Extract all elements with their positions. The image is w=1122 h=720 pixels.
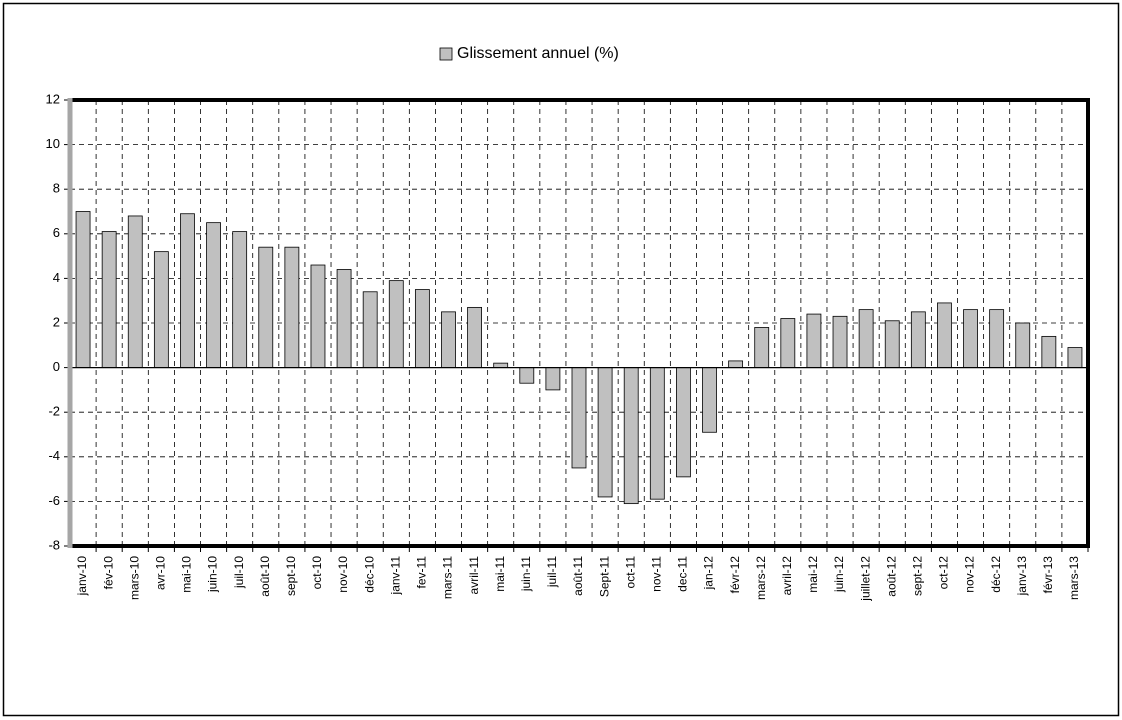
bar — [101, 231, 117, 369]
x-tick-label: Sept-11 — [597, 556, 611, 597]
x-tick-label: juillet-12 — [858, 556, 872, 602]
bar — [467, 306, 482, 369]
bar — [232, 231, 248, 369]
x-tick-label: sept-12 — [911, 556, 925, 596]
x-tick-label: oct-11 — [623, 556, 637, 589]
bar — [388, 280, 404, 369]
y-tick-label: 10 — [46, 136, 60, 151]
bar — [884, 320, 900, 368]
x-tick-label: juil-10 — [232, 556, 246, 589]
x-tick-label: jan-12 — [702, 556, 716, 591]
x-tick-label: avril-12 — [780, 556, 794, 596]
x-tick-label: juin-11 — [519, 556, 533, 592]
bar — [493, 362, 509, 369]
x-tick-label: sept-10 — [284, 556, 298, 596]
x-tick-label: janv-10 — [75, 556, 89, 597]
bar — [676, 367, 691, 478]
x-tick-label: fév-10 — [101, 556, 115, 590]
x-tick-label: déc-12 — [989, 556, 1003, 593]
x-tick-label: mars-10 — [127, 556, 141, 600]
x-tick-label: févr-12 — [728, 556, 742, 594]
x-tick-label: juil-11 — [545, 556, 559, 588]
bar — [754, 327, 770, 368]
bar — [702, 367, 717, 433]
bar — [180, 213, 195, 368]
x-tick-label: avril-11 — [467, 556, 481, 595]
bar — [780, 318, 796, 369]
x-tick-label: juin-12 — [832, 556, 846, 593]
legend-text: Glissement annuel (%) — [457, 45, 619, 62]
bar — [441, 311, 456, 369]
bar — [545, 367, 561, 391]
bar — [728, 360, 744, 369]
y-tick-label: 2 — [53, 314, 60, 329]
x-tick-label: oct-10 — [310, 556, 324, 590]
bar — [937, 302, 952, 368]
x-tick-label: août-12 — [884, 556, 898, 597]
x-tick-label: mars-11 — [441, 556, 455, 599]
bar — [806, 313, 822, 368]
x-tick-label: nov-12 — [963, 556, 977, 593]
x-tick-label: nov-11 — [649, 556, 663, 592]
x-tick-label: mai-12 — [806, 556, 820, 593]
y-tick-label: 4 — [53, 270, 60, 285]
bar — [414, 289, 430, 368]
y-tick-label: -6 — [48, 493, 60, 508]
bar — [206, 222, 221, 368]
x-tick-label: mars-12 — [754, 556, 768, 600]
y-tick-label: 8 — [53, 181, 60, 196]
bar — [519, 367, 535, 384]
bar — [127, 215, 143, 369]
x-tick-label: oct-12 — [937, 556, 951, 590]
x-tick-label: août-10 — [258, 556, 272, 597]
bar — [989, 309, 1005, 368]
bar — [1015, 322, 1031, 368]
bar — [75, 211, 91, 369]
bar — [597, 367, 613, 498]
x-tick-label: janv-11 — [388, 556, 402, 596]
x-tick-label: févr-13 — [1041, 556, 1055, 594]
bar — [310, 264, 326, 368]
y-tick-label: -4 — [48, 448, 60, 463]
bar — [832, 315, 848, 368]
bar — [623, 367, 639, 505]
bar — [649, 367, 665, 500]
bar — [153, 251, 169, 368]
bar — [336, 269, 352, 369]
bar — [571, 367, 587, 469]
x-tick-label: mars-13 — [1067, 556, 1081, 600]
x-tick-label: nov-10 — [336, 556, 350, 593]
y-tick-label: 12 — [46, 91, 60, 106]
x-tick-label: janv-13 — [1015, 556, 1029, 597]
x-tick-label: août-11 — [571, 556, 585, 596]
x-tick-label: avr-10 — [154, 556, 168, 590]
bar — [258, 246, 274, 368]
y-tick-label: 0 — [53, 359, 60, 374]
x-tick-label: déc-10 — [362, 556, 376, 593]
bar — [910, 311, 926, 369]
bar — [1067, 347, 1083, 368]
legend-swatch — [439, 47, 453, 61]
y-tick-label: -8 — [48, 537, 60, 552]
x-tick-label: dec-11 — [676, 556, 690, 592]
x-tick-label: fev-11 — [415, 556, 429, 589]
bar — [362, 291, 378, 368]
x-tick-label: juin-10 — [206, 556, 220, 593]
bar — [1041, 335, 1057, 369]
bar — [858, 309, 874, 368]
x-tick-label: mai-10 — [180, 556, 194, 593]
bar — [963, 309, 978, 368]
y-tick-label: -2 — [48, 404, 60, 419]
y-tick-label: 6 — [53, 225, 60, 240]
bar — [284, 246, 300, 368]
x-tick-label: mai-11 — [493, 556, 507, 592]
